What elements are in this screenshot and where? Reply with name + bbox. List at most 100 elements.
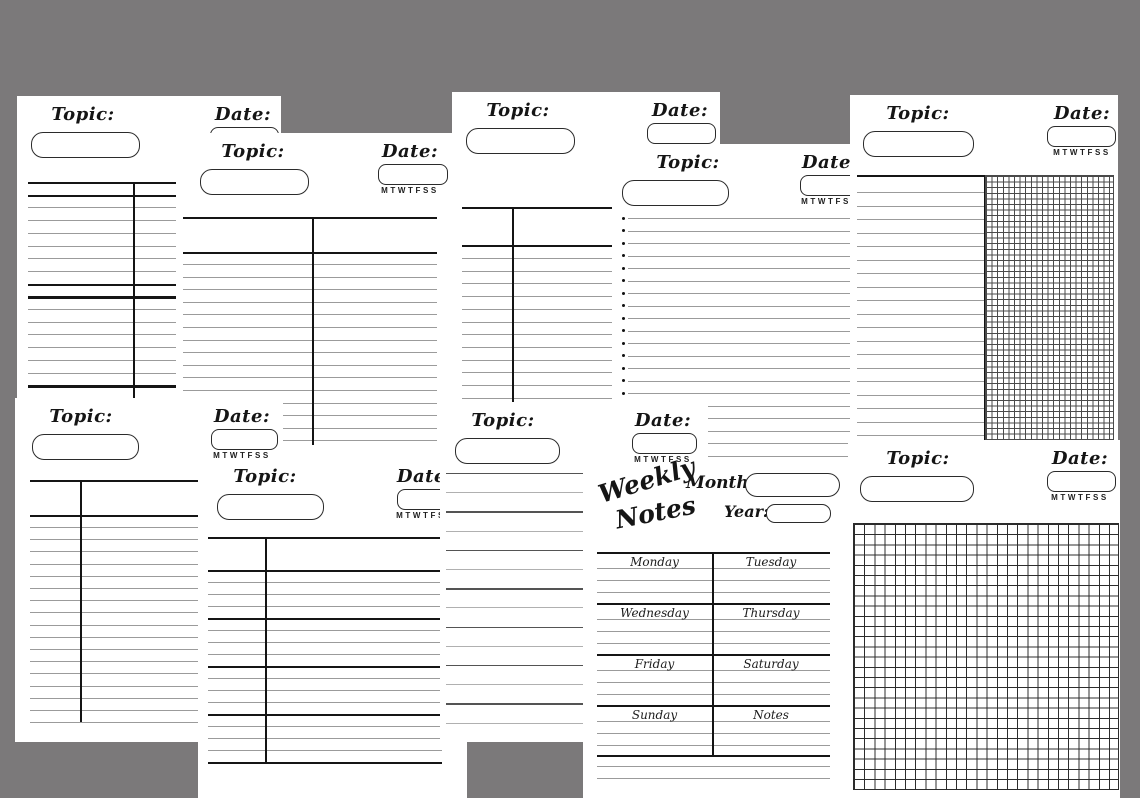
ruled-line xyxy=(857,354,984,355)
ruled-line xyxy=(28,245,253,247)
ruled-line xyxy=(28,347,253,349)
bullet-dot xyxy=(622,216,626,220)
year-label: Year: xyxy=(724,502,769,521)
ruled-line xyxy=(183,415,437,417)
ruled-line xyxy=(628,443,850,444)
ruled-line xyxy=(857,367,984,369)
month-field xyxy=(745,473,840,497)
ruled-line xyxy=(628,355,850,357)
ruled-line xyxy=(628,255,850,257)
topic-label: Topic: xyxy=(656,152,720,173)
bullet-dot xyxy=(622,366,626,370)
divider-line xyxy=(133,182,136,436)
ruled-line xyxy=(446,473,695,475)
date-field xyxy=(632,433,697,454)
ruled-line xyxy=(628,218,850,219)
ruled-line xyxy=(30,600,250,602)
ruled-line xyxy=(462,245,700,248)
day-cell-label: Wednesday xyxy=(620,606,689,620)
weekday-initials: MTWTFSS xyxy=(801,197,859,206)
ruled-line xyxy=(208,618,442,621)
ruled-line xyxy=(28,270,253,272)
ruled-line xyxy=(30,661,250,663)
ruled-line xyxy=(30,527,250,528)
topic-label: Topic: xyxy=(886,448,950,469)
ruled-line xyxy=(30,685,250,687)
topic-field xyxy=(31,132,140,158)
ruled-line xyxy=(462,334,700,336)
ruled-line xyxy=(183,402,437,404)
bullet-dot xyxy=(622,304,626,308)
ruled-line xyxy=(183,264,437,265)
ruled-line xyxy=(857,421,984,423)
day-cell-label: Notes xyxy=(753,708,789,722)
topic-field xyxy=(466,128,575,154)
square-grid-area xyxy=(853,523,1119,790)
ruled-line xyxy=(446,492,695,494)
weekday-initials: MTWTFSS xyxy=(381,186,439,195)
ruled-line xyxy=(462,397,700,399)
topic-field xyxy=(860,476,974,502)
topic-label: Topic: xyxy=(471,410,535,431)
ruled-line xyxy=(183,440,437,442)
ruled-line xyxy=(628,405,850,407)
ruled-line xyxy=(628,368,850,369)
day-cell-label: Tuesday xyxy=(745,555,797,569)
ruled-line xyxy=(28,220,253,222)
ruled-line xyxy=(30,673,250,675)
day-cell-label: Saturday xyxy=(743,657,799,671)
ruled-line xyxy=(30,649,250,650)
ruled-line xyxy=(30,636,250,638)
divider-line xyxy=(80,480,83,722)
ruled-line xyxy=(30,710,250,711)
ruled-line xyxy=(857,286,984,288)
ruled-line xyxy=(208,762,442,765)
divider-line xyxy=(265,537,268,762)
ruled-line xyxy=(30,624,250,626)
ruled-line xyxy=(28,334,253,336)
topic-label: Topic: xyxy=(486,100,550,121)
ruled-line xyxy=(628,430,850,432)
ruled-line xyxy=(183,217,437,220)
day-cell-label: Friday xyxy=(634,657,675,671)
ruled-line xyxy=(28,283,253,286)
ruled-line xyxy=(208,750,442,751)
ruled-line xyxy=(183,339,437,341)
ruled-line xyxy=(628,243,850,244)
ruled-line xyxy=(208,738,442,739)
day-cell-label: Thursday xyxy=(742,606,800,620)
date-label: Date: xyxy=(213,406,271,427)
date-field xyxy=(1047,471,1116,492)
bullet-dot xyxy=(622,341,626,345)
ruled-line xyxy=(28,385,253,388)
topic-field xyxy=(622,180,729,206)
ruled-line xyxy=(597,755,830,758)
fine-grid-area xyxy=(985,175,1114,447)
year-field xyxy=(766,504,831,523)
ruled-line xyxy=(183,276,437,278)
ruled-line xyxy=(462,207,700,210)
ruled-line xyxy=(183,364,437,366)
ruled-line xyxy=(446,626,695,628)
ruled-line xyxy=(446,703,695,705)
ruled-line xyxy=(857,313,984,315)
ruled-line xyxy=(628,330,850,332)
ruled-line xyxy=(208,702,442,703)
ruled-line xyxy=(30,697,250,699)
ruled-line xyxy=(462,372,700,374)
ruled-line xyxy=(30,588,250,589)
ruled-line xyxy=(628,318,850,319)
ruled-line xyxy=(857,192,984,193)
ruled-line xyxy=(183,289,437,291)
ruled-line xyxy=(208,654,442,655)
ruled-line xyxy=(28,258,253,260)
month-label: Month: xyxy=(686,473,756,493)
ruled-line xyxy=(183,252,437,255)
ruled-line xyxy=(28,309,253,310)
bullet-dot xyxy=(622,391,626,395)
ruled-line xyxy=(446,569,695,571)
bullet-dot xyxy=(622,229,626,233)
bullet-dot xyxy=(622,316,626,320)
ruled-line xyxy=(30,575,250,577)
ruled-line xyxy=(857,394,984,396)
